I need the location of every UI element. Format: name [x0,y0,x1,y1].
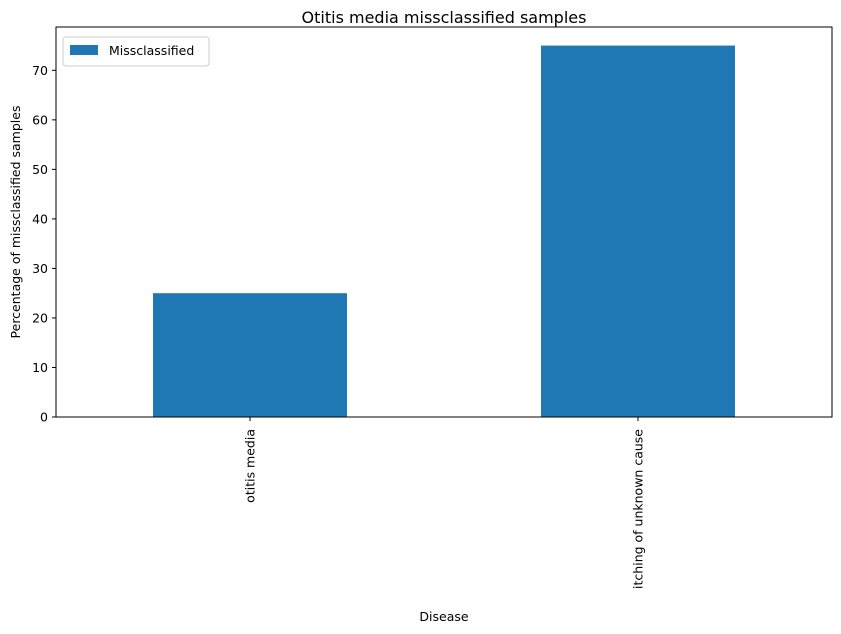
x-axis-label: Disease [419,609,468,624]
y-tick-label-2: 20 [32,310,48,325]
x-tick-label-1: itching of unknown cause [631,429,646,589]
bar-0 [153,293,347,417]
y-tick-label-5: 50 [32,162,48,177]
legend-swatch [70,45,98,55]
x-axis: otitis media itching of unknown cause [243,417,646,589]
y-axis-label: Percentage of missclassified samples [8,106,23,339]
y-tick-label-3: 30 [32,261,48,276]
y-tick-label-7: 70 [32,63,48,78]
y-axis: 0 10 20 30 40 50 60 70 [32,63,56,425]
x-tick-label-0: otitis media [243,429,258,503]
y-tick-label-0: 0 [40,410,48,425]
bars [153,45,735,417]
bar-1 [541,45,735,417]
y-tick-label-4: 40 [32,211,48,226]
plot-frame [55,26,833,418]
legend-label: Missclassified [109,43,194,58]
plot-area [55,26,833,418]
legend: Missclassified [62,36,210,67]
legend-frame [62,36,210,67]
y-tick-label-1: 10 [32,360,48,375]
y-tick-label-6: 60 [32,112,48,127]
chart-title: Otitis media missclassified samples [302,8,587,27]
